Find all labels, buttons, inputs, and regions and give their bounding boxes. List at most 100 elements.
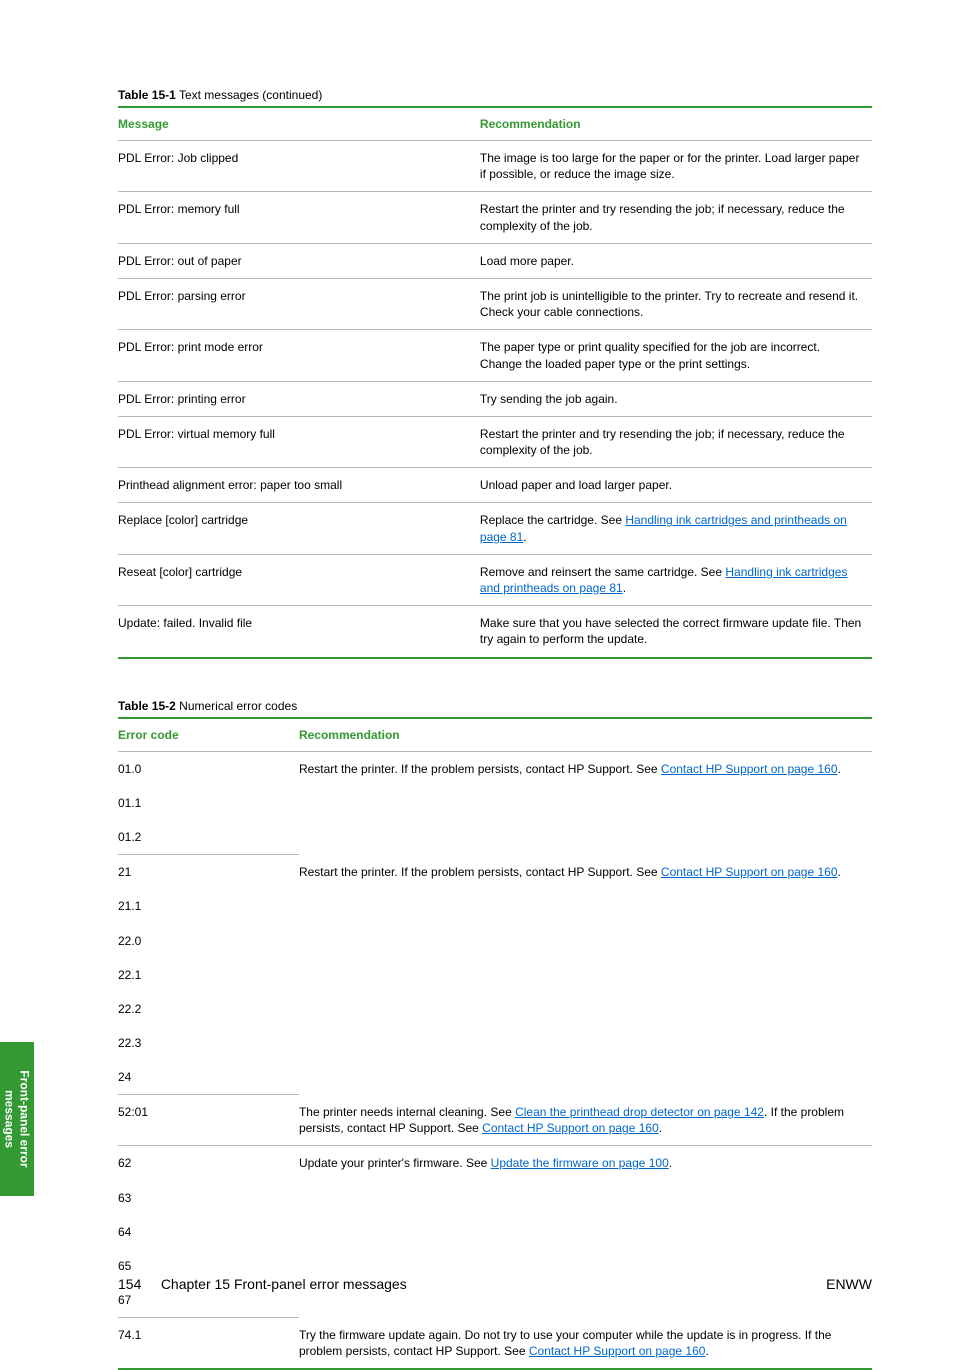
rec-cell: Restart the printer. If the problem pers… xyxy=(299,751,872,855)
code-cell: 22.1 xyxy=(118,958,299,992)
table-row: 74.1 Try the firmware update again. Do n… xyxy=(118,1318,872,1369)
link-update-firmware[interactable]: Update the firmware on page 100 xyxy=(491,1156,669,1170)
rec-text: . xyxy=(838,865,841,879)
rec-text: Restart the printer. If the problem pers… xyxy=(299,762,661,776)
header-recommendation: Recommendation xyxy=(299,718,872,752)
rec-cell: Make sure that you have selected the cor… xyxy=(480,606,872,658)
header-recommendation: Recommendation xyxy=(480,107,872,141)
table2-caption-label: Numerical error codes xyxy=(179,699,297,713)
code-cell: 64 xyxy=(118,1215,299,1249)
chapter-title: Chapter 15 Front-panel error messages xyxy=(161,1276,407,1292)
table-row: Replace [color] cartridge Replace the ca… xyxy=(118,503,872,554)
side-tab-line1: Front-panel error xyxy=(18,1070,32,1167)
rec-text: Update your printer's firmware. See xyxy=(299,1156,491,1170)
rec-cell: Load more paper. xyxy=(480,243,872,278)
code-cell: 52:01 xyxy=(118,1095,299,1146)
page-content: Table 15-1 Text messages (continued) Mes… xyxy=(0,0,954,1370)
table-row: PDL Error: memory fullRestart the printe… xyxy=(118,192,872,243)
link-contact-support[interactable]: Contact HP Support on page 160 xyxy=(529,1344,706,1358)
footer-right: ENWW xyxy=(826,1276,872,1292)
page-number: 154 xyxy=(118,1276,141,1292)
table-row: 62 Update your printer's firmware. See U… xyxy=(118,1146,872,1181)
link-contact-support[interactable]: Contact HP Support on page 160 xyxy=(482,1121,659,1135)
rec-text: . xyxy=(623,581,626,595)
table-row: PDL Error: virtual memory fullRestart th… xyxy=(118,416,872,467)
table-row: 21 Restart the printer. If the problem p… xyxy=(118,855,872,890)
rec-text: Remove and reinsert the same cartridge. … xyxy=(480,565,725,579)
table-row: PDL Error: out of paperLoad more paper. xyxy=(118,243,872,278)
msg-cell: PDL Error: Job clipped xyxy=(118,141,480,192)
code-cell: 21 xyxy=(118,855,299,890)
side-tab: Front-panel error messages xyxy=(0,1042,34,1196)
msg-cell: PDL Error: memory full xyxy=(118,192,480,243)
text-messages-table: Message Recommendation PDL Error: Job cl… xyxy=(118,106,872,659)
header-message: Message xyxy=(118,107,480,141)
code-cell: 01.1 xyxy=(118,786,299,820)
table-row: PDL Error: printing errorTry sending the… xyxy=(118,381,872,416)
rec-cell: Try the firmware update again. Do not tr… xyxy=(299,1318,872,1369)
rec-cell: Restart the printer and try resending th… xyxy=(480,192,872,243)
table-row: PDL Error: parsing errorThe print job is… xyxy=(118,278,872,329)
rec-cell: Unload paper and load larger paper. xyxy=(480,468,872,503)
rec-cell: The printer needs internal cleaning. See… xyxy=(299,1095,872,1146)
rec-cell: Try sending the job again. xyxy=(480,381,872,416)
msg-cell: Replace [color] cartridge xyxy=(118,503,480,554)
rec-text: . xyxy=(705,1344,708,1358)
msg-cell: PDL Error: printing error xyxy=(118,381,480,416)
rec-text: Restart the printer. If the problem pers… xyxy=(299,865,661,879)
link-contact-support[interactable]: Contact HP Support on page 160 xyxy=(661,762,838,776)
page-footer: 154 Chapter 15 Front-panel error message… xyxy=(0,1276,954,1292)
code-cell: 21.1 xyxy=(118,889,299,923)
table-row: PDL Error: print mode errorThe paper typ… xyxy=(118,330,872,381)
link-clean-printhead[interactable]: Clean the printhead drop detector on pag… xyxy=(515,1105,764,1119)
footer-spacer xyxy=(145,1276,157,1292)
table1-caption: Table 15-1 Text messages (continued) xyxy=(118,88,872,102)
code-cell: 01.2 xyxy=(118,820,299,855)
rec-cell: Restart the printer and try resending th… xyxy=(480,416,872,467)
table-row: Update: failed. Invalid fileMake sure th… xyxy=(118,606,872,658)
footer-left: 154 Chapter 15 Front-panel error message… xyxy=(118,1276,407,1292)
header-error-code: Error code xyxy=(118,718,299,752)
code-cell: 01.0 xyxy=(118,751,299,786)
table-row: PDL Error: Job clippedThe image is too l… xyxy=(118,141,872,192)
msg-cell: Printhead alignment error: paper too sma… xyxy=(118,468,480,503)
table-row: Printhead alignment error: paper too sma… xyxy=(118,468,872,503)
table-row: 01.0 Restart the printer. If the problem… xyxy=(118,751,872,786)
rec-cell: The paper type or print quality specifie… xyxy=(480,330,872,381)
link-contact-support[interactable]: Contact HP Support on page 160 xyxy=(661,865,838,879)
rec-text: . xyxy=(669,1156,672,1170)
side-tab-label: Front-panel error messages xyxy=(2,1070,32,1167)
table1-caption-label: Text messages (continued) xyxy=(179,88,322,102)
side-tab-line2: messages xyxy=(3,1090,17,1148)
msg-cell: PDL Error: virtual memory full xyxy=(118,416,480,467)
rec-text: . xyxy=(523,530,526,544)
rec-cell: Replace the cartridge. See Handling ink … xyxy=(480,503,872,554)
rec-text: The printer needs internal cleaning. See xyxy=(299,1105,515,1119)
msg-cell: PDL Error: out of paper xyxy=(118,243,480,278)
code-cell: 22.2 xyxy=(118,992,299,1026)
msg-cell: PDL Error: parsing error xyxy=(118,278,480,329)
table2-caption: Table 15-2 Numerical error codes xyxy=(118,699,872,713)
rec-cell: Restart the printer. If the problem pers… xyxy=(299,855,872,1095)
code-cell: 24 xyxy=(118,1060,299,1095)
rec-cell: The image is too large for the paper or … xyxy=(480,141,872,192)
table2-header-row: Error code Recommendation xyxy=(118,718,872,752)
table1-caption-num: Table 15-1 xyxy=(118,88,176,102)
code-cell: 74.1 xyxy=(118,1318,299,1369)
msg-cell: Reseat [color] cartridge xyxy=(118,554,480,605)
rec-text: . xyxy=(838,762,841,776)
code-cell: 62 xyxy=(118,1146,299,1181)
rec-cell: Remove and reinsert the same cartridge. … xyxy=(480,554,872,605)
rec-text: Replace the cartridge. See xyxy=(480,513,625,527)
table2-caption-num: Table 15-2 xyxy=(118,699,176,713)
code-cell: 63 xyxy=(118,1181,299,1215)
table-row: 52:01 The printer needs internal cleanin… xyxy=(118,1095,872,1146)
code-cell: 22.0 xyxy=(118,924,299,958)
rec-text: . xyxy=(659,1121,662,1135)
msg-cell: PDL Error: print mode error xyxy=(118,330,480,381)
spacer xyxy=(118,659,872,699)
rec-cell: The print job is unintelligible to the p… xyxy=(480,278,872,329)
code-cell: 22.3 xyxy=(118,1026,299,1060)
numerical-error-table: Error code Recommendation 01.0 Restart t… xyxy=(118,717,872,1370)
table1-header-row: Message Recommendation xyxy=(118,107,872,141)
